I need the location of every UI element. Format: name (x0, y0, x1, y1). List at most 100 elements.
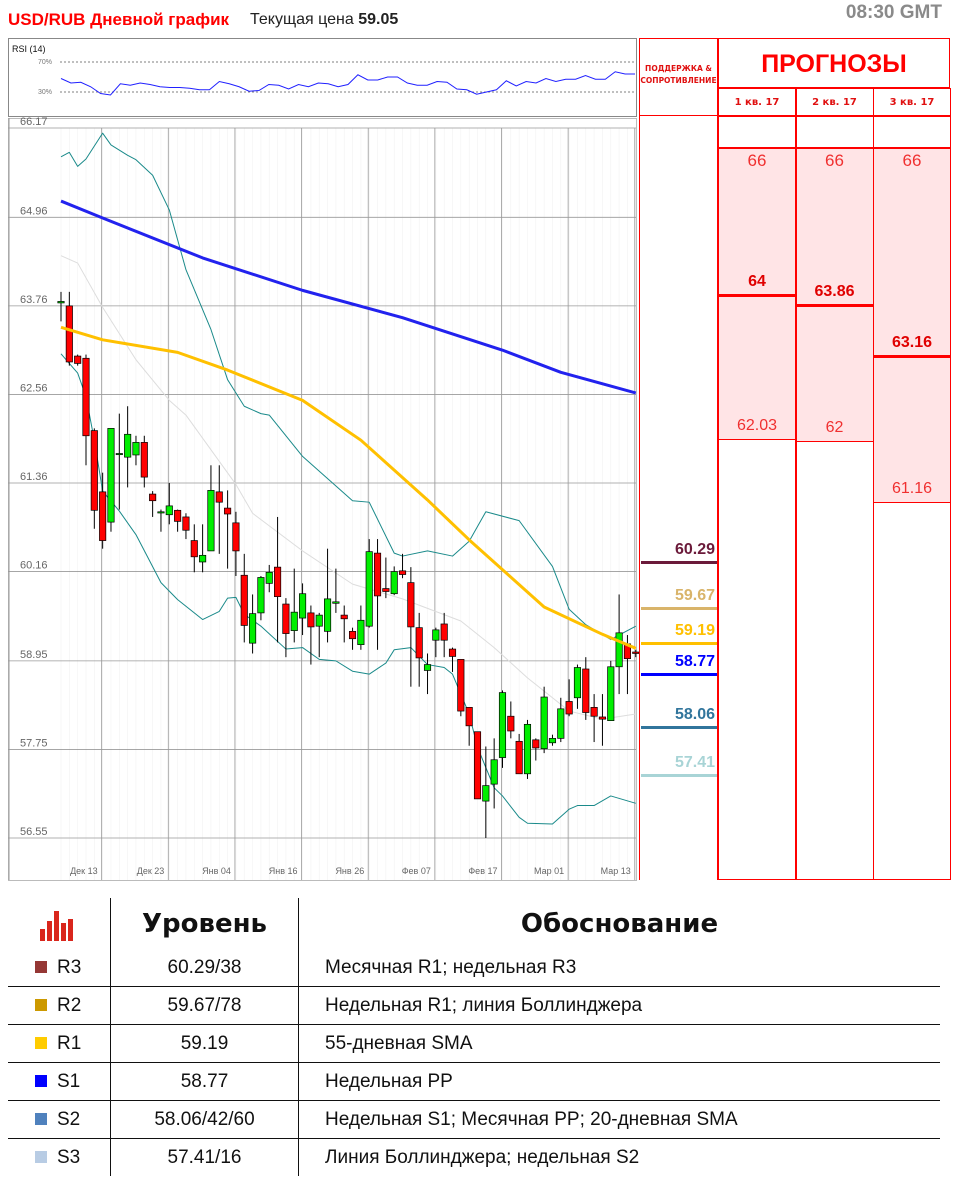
level-color-swatch (35, 999, 47, 1012)
level-value: 60.29/38 (110, 949, 299, 987)
candle (224, 490, 232, 569)
candle-body (124, 433, 132, 458)
candle-body (598, 716, 607, 720)
candle-body (307, 612, 315, 628)
level-reason: Недельная R1; линия Боллинджера (325, 994, 643, 1016)
candle (324, 548, 332, 643)
candle (432, 627, 440, 658)
candle (607, 660, 615, 722)
candle (90, 428, 98, 529)
forecast-quarter-header: 2 кв. 17 (795, 88, 874, 116)
level-color-swatch (35, 1113, 47, 1126)
forecast-range-box (874, 149, 950, 504)
bollinger-upper-line (60, 132, 637, 640)
candle (157, 509, 165, 532)
candle-body (415, 627, 423, 659)
candle (598, 694, 607, 746)
sr-level-value: 59.19 (674, 622, 715, 640)
candle-body (315, 614, 323, 627)
candle (190, 524, 198, 573)
level-reason: Недельная PP (325, 1070, 453, 1092)
forecast-blank-cell (718, 116, 796, 148)
x-tick-label: Янв 26 (335, 866, 364, 876)
sr-level-line (641, 773, 717, 777)
candle (398, 553, 407, 579)
level-value: 58.06/42/60 (110, 1100, 299, 1139)
candle (573, 664, 582, 709)
candle-body (407, 582, 415, 628)
candle (548, 734, 557, 746)
candle-body (548, 738, 557, 744)
candle-body (249, 613, 257, 644)
rsi-label: RSI (14) (12, 44, 46, 54)
candle (107, 428, 115, 532)
level-name: S2 (57, 1108, 81, 1130)
candle-body (357, 619, 365, 645)
candle-body (182, 516, 190, 531)
level-reason: Недельная S1; Месячная PP; 20-дневная SM… (325, 1108, 738, 1130)
candle (540, 686, 548, 754)
candle-body (523, 723, 532, 775)
candle-body (332, 601, 340, 604)
candle (74, 354, 82, 366)
rsi-level-label: 70% (38, 59, 52, 66)
candle (507, 701, 515, 739)
level-name: R1 (57, 1032, 82, 1054)
candle-body (390, 571, 398, 595)
candle (274, 516, 282, 643)
candle (582, 657, 590, 720)
candle (407, 567, 415, 687)
sr-level-line (641, 606, 717, 610)
level-name-cell: R1 (8, 1024, 111, 1063)
bollinger-lower-line (60, 353, 636, 825)
level-reason: Линия Боллинджера; недельная S2 (325, 1146, 640, 1168)
sma55-line (60, 325, 637, 650)
candle-body (57, 301, 65, 304)
candle (349, 627, 357, 650)
candle (490, 738, 498, 809)
candle (448, 647, 457, 672)
forecast-low: 61.16 (891, 480, 933, 498)
x-tick-label: Дек 23 (137, 866, 165, 876)
candle-body (274, 566, 282, 598)
candle-body (290, 611, 298, 631)
candle (215, 465, 223, 554)
candle-body (140, 442, 148, 478)
forecast-low: 62.03 (736, 416, 778, 434)
candle (315, 612, 323, 658)
level-name-cell: R2 (8, 986, 111, 1025)
forecast-quarter-header: 1 кв. 17 (718, 88, 796, 116)
forecast-mid: 63.16 (891, 334, 933, 352)
levels-table: Уровень Обоснование R3 60.29/38 Месячная R… (8, 898, 940, 1176)
candle (390, 566, 398, 596)
candle-body (340, 614, 348, 620)
y-tick-label: 61.36 (20, 471, 48, 483)
candle (565, 679, 573, 717)
level-color-swatch (35, 1075, 47, 1088)
candle (282, 598, 290, 658)
sma100-line (60, 199, 637, 395)
candle (299, 583, 307, 636)
candle-body (240, 574, 248, 626)
candle (249, 594, 257, 654)
candle (523, 719, 532, 779)
candle-body (482, 785, 490, 802)
forecast-high: 66 (747, 151, 767, 170)
candle (632, 649, 640, 658)
candle-body (115, 453, 123, 456)
candle-body (515, 740, 523, 775)
candle (415, 612, 423, 687)
candle-body (215, 491, 223, 503)
candle (498, 690, 507, 768)
level-row: R2 59.67/78 Недельная R1; линия Боллинджер… (8, 986, 940, 1025)
candle (590, 694, 598, 743)
candle (557, 697, 565, 743)
sr-level-value: 59.67 (674, 586, 715, 604)
candle (165, 483, 173, 525)
forecast-mid: 64 (748, 273, 766, 290)
level-name-cell: R3 (8, 949, 111, 987)
candle (357, 605, 365, 650)
candle (124, 406, 132, 488)
forecast-range-column: 66 64 62.03 (718, 148, 796, 880)
